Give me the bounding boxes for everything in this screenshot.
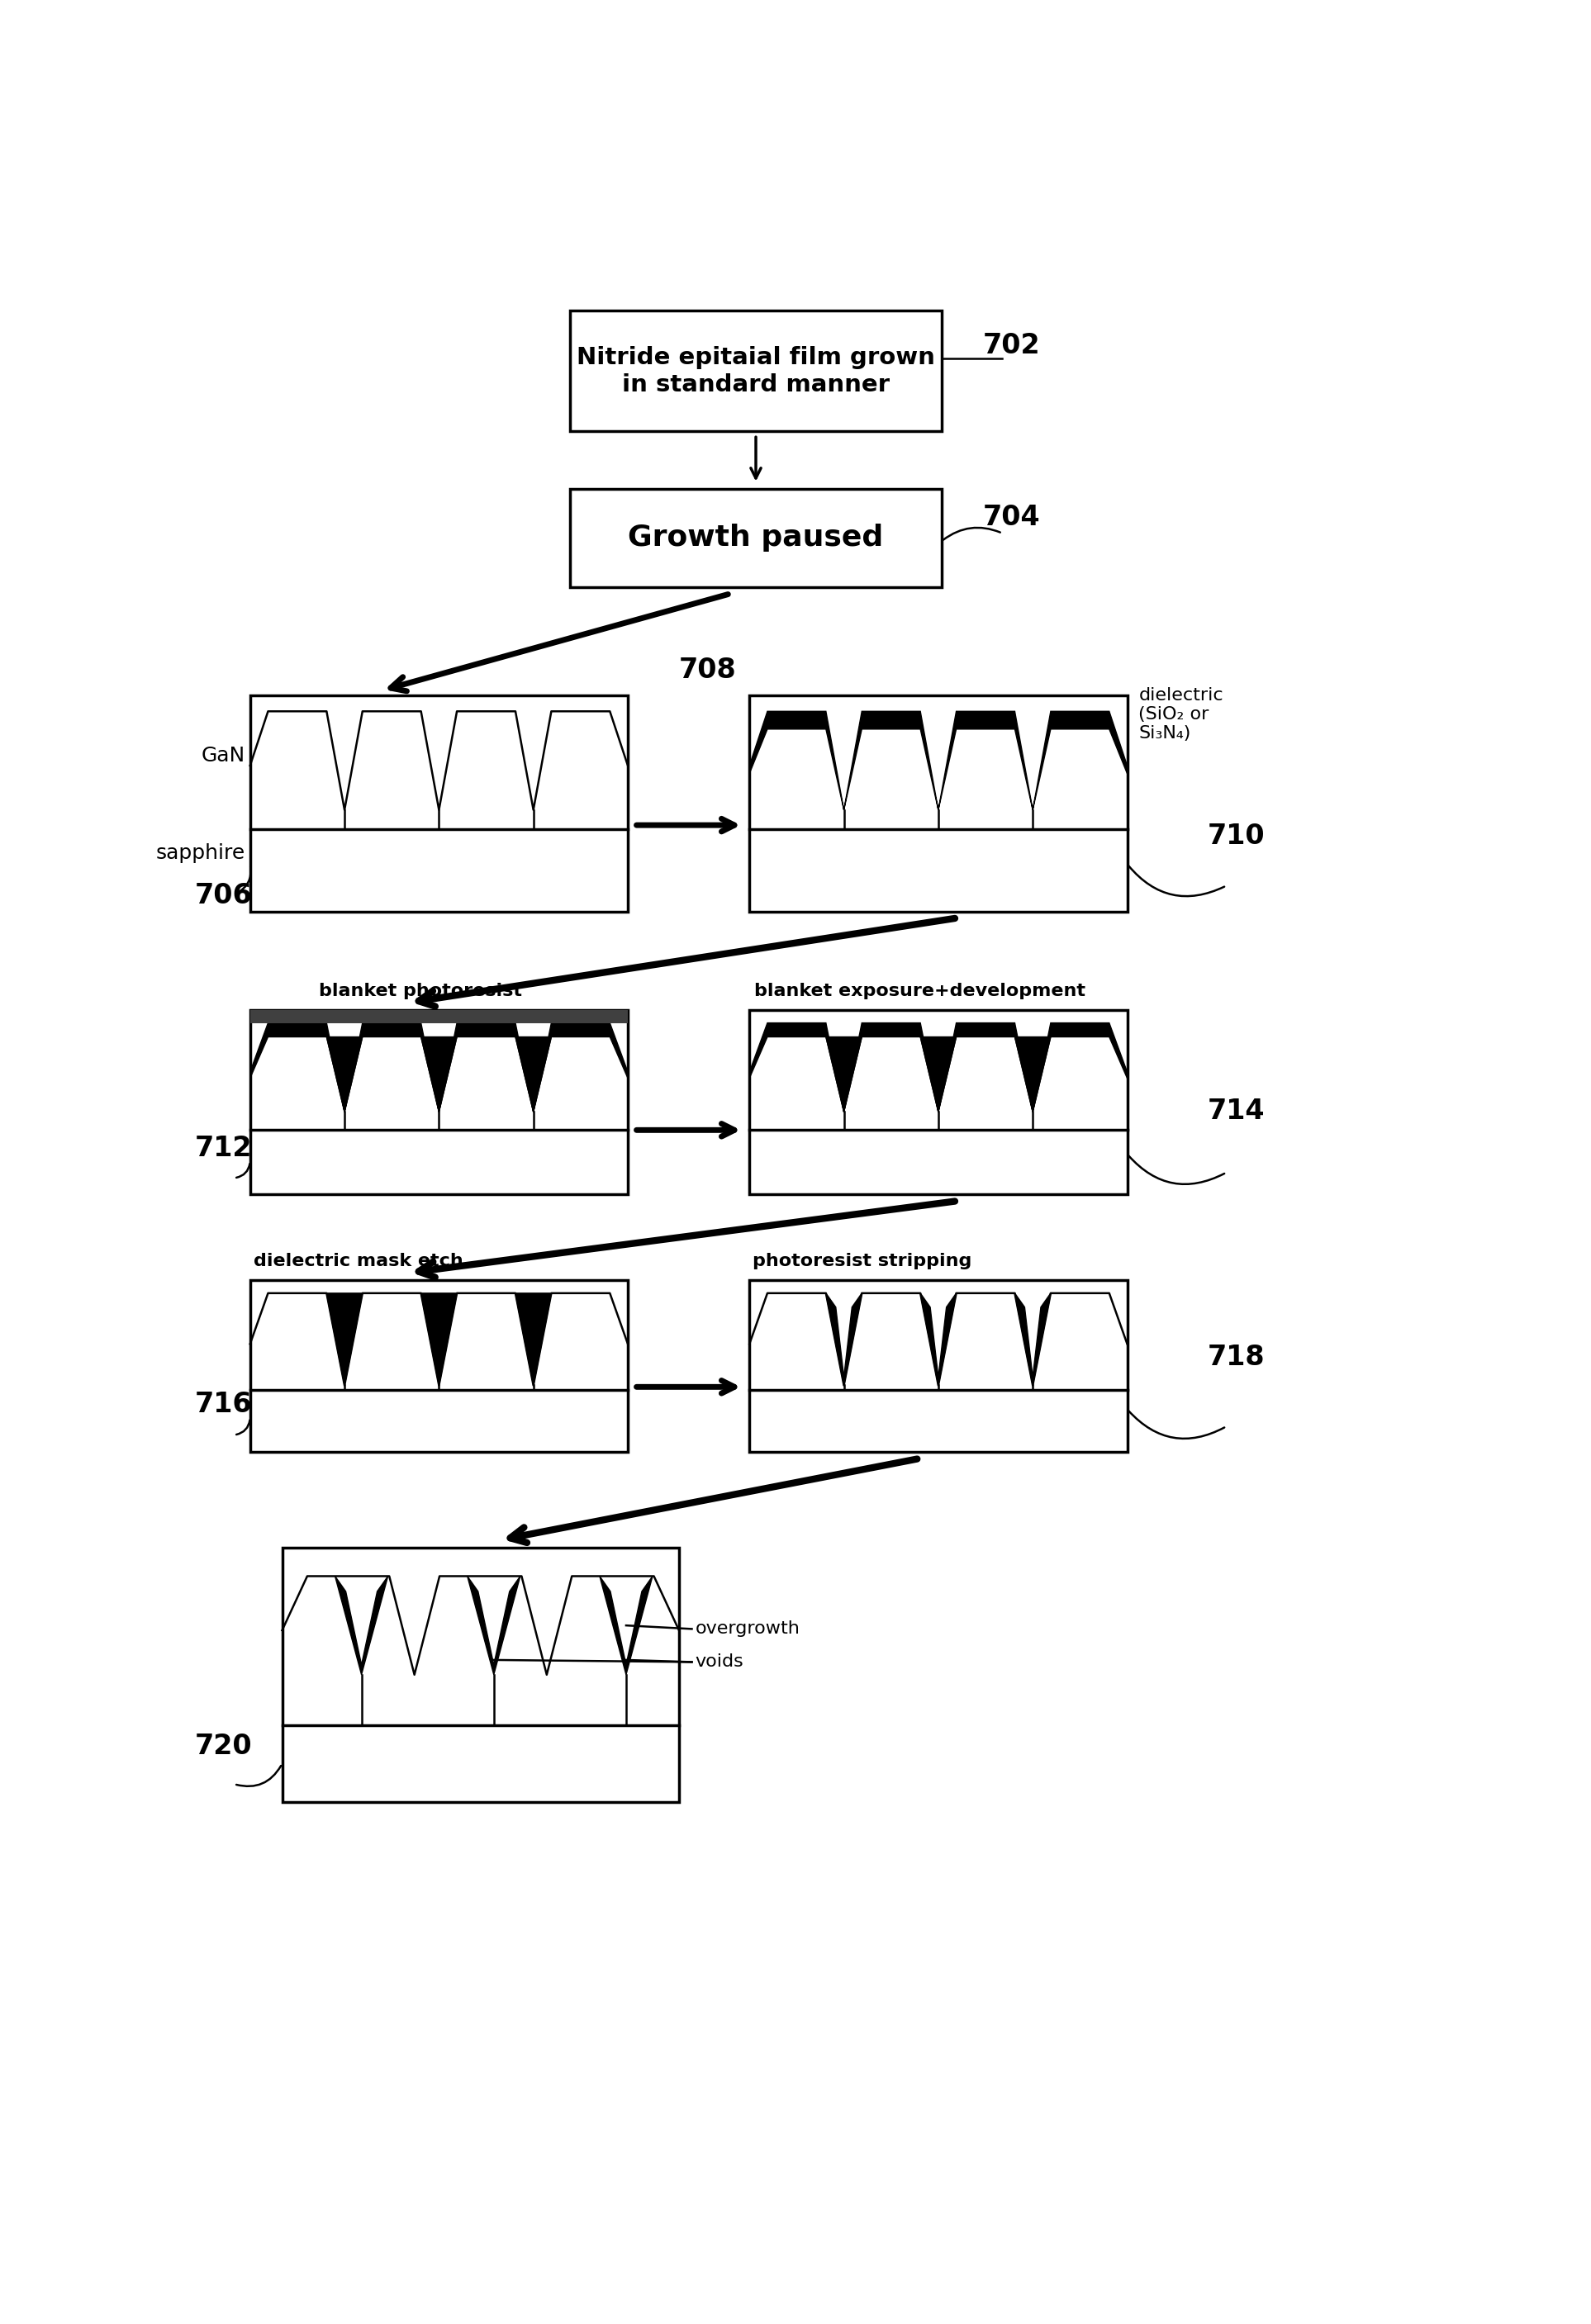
Bar bbox=[570, 311, 942, 432]
Bar bbox=[250, 1281, 628, 1452]
Text: GaN: GaN bbox=[200, 746, 245, 767]
Polygon shape bbox=[250, 1023, 628, 1111]
Text: 714: 714 bbox=[1208, 1097, 1265, 1125]
Text: 702: 702 bbox=[983, 332, 1041, 360]
Text: 704: 704 bbox=[983, 504, 1041, 530]
Polygon shape bbox=[326, 1292, 363, 1385]
Bar bbox=[749, 1011, 1126, 1195]
Polygon shape bbox=[336, 1576, 388, 1676]
Polygon shape bbox=[515, 1292, 552, 1385]
Text: 708: 708 bbox=[679, 655, 737, 683]
Polygon shape bbox=[826, 1037, 862, 1111]
Text: 706: 706 bbox=[194, 883, 251, 909]
Polygon shape bbox=[826, 1292, 862, 1385]
Bar bbox=[749, 695, 1126, 911]
Text: 710: 710 bbox=[1208, 823, 1265, 851]
Polygon shape bbox=[749, 1023, 1126, 1111]
Text: Growth paused: Growth paused bbox=[628, 523, 883, 553]
Text: voids: voids bbox=[695, 1655, 743, 1671]
Polygon shape bbox=[920, 1292, 956, 1385]
Text: sapphire: sapphire bbox=[156, 844, 245, 862]
Polygon shape bbox=[1015, 1292, 1050, 1385]
Polygon shape bbox=[515, 1037, 552, 1111]
Text: 712: 712 bbox=[194, 1134, 251, 1162]
Text: 720: 720 bbox=[194, 1731, 251, 1759]
Bar bbox=[250, 1011, 628, 1195]
Polygon shape bbox=[749, 711, 1126, 809]
Bar bbox=[250, 1011, 628, 1023]
Bar bbox=[570, 488, 942, 588]
Polygon shape bbox=[422, 1292, 457, 1385]
Polygon shape bbox=[920, 1037, 956, 1111]
Text: photoresist stripping: photoresist stripping bbox=[753, 1253, 972, 1269]
Text: dielectric mask etch: dielectric mask etch bbox=[253, 1253, 463, 1269]
Polygon shape bbox=[600, 1576, 652, 1676]
Text: blanket photoresist: blanket photoresist bbox=[318, 983, 522, 999]
Bar bbox=[282, 1548, 679, 1801]
Polygon shape bbox=[422, 1037, 457, 1111]
Polygon shape bbox=[1015, 1037, 1050, 1111]
Bar bbox=[749, 1281, 1126, 1452]
Bar bbox=[250, 695, 628, 911]
Polygon shape bbox=[468, 1576, 520, 1676]
Text: overgrowth: overgrowth bbox=[695, 1620, 800, 1636]
Text: Nitride epitaial film grown
in standard manner: Nitride epitaial film grown in standard … bbox=[576, 346, 936, 395]
Text: 716: 716 bbox=[194, 1390, 251, 1418]
Polygon shape bbox=[326, 1037, 363, 1111]
Text: blanket exposure+development: blanket exposure+development bbox=[754, 983, 1085, 999]
Text: dielectric
(SiO₂ or
Si₃N₄): dielectric (SiO₂ or Si₃N₄) bbox=[1139, 688, 1223, 741]
Text: 718: 718 bbox=[1208, 1343, 1265, 1371]
